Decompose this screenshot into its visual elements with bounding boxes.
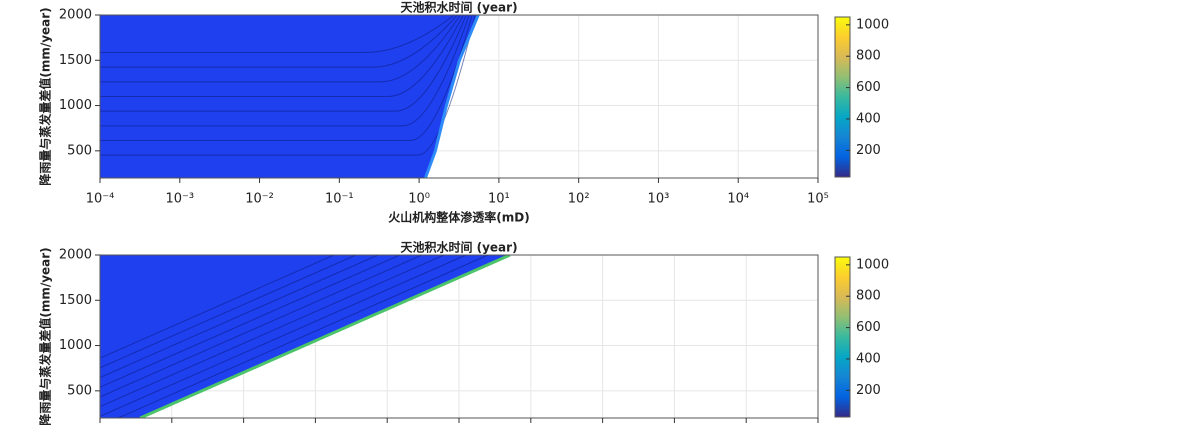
colorbar-tick-label: 600 [856,80,881,95]
colorbar-tick-label: 200 [856,143,881,158]
y-axis-label: 降雨量与蒸发量差值(mm/year) [38,247,53,425]
y-tick-label: 500 [67,383,92,398]
x-tick-label: 10⁻⁴ [86,192,115,207]
chart-title: 天池积水时间 (year) [400,0,517,15]
colorbar-tick-label: 800 [856,289,881,304]
colorbar-tick-label: 1000 [856,17,889,32]
x-tick-label: 10⁻² [245,192,274,207]
x-tick-label: 10⁰ [408,192,430,207]
y-tick-label: 1500 [59,293,92,308]
y-tick-label: 2000 [59,8,92,23]
contour-line [100,15,458,68]
contour-line [100,15,455,53]
y-tick-label: 1500 [59,53,92,68]
colorbar-tick-label: 200 [856,383,881,398]
x-tick-label: 10⁻³ [165,192,194,207]
contour-line [100,255,423,398]
contour-line [100,255,357,369]
y-tick-label: 1000 [59,338,92,353]
colorbar [834,16,851,178]
contour-region [100,255,510,418]
contour-line [100,15,470,127]
colorbar-tick-label: 400 [856,111,881,126]
colorbar-tick-label: 800 [856,49,881,64]
contour-line [100,255,401,388]
contour-line [100,255,445,408]
contour-line [100,255,379,379]
contour-line [100,15,467,112]
contour-line [100,15,461,83]
contour-line [100,255,467,417]
contour-line [100,255,335,359]
contour-line [118,255,489,418]
y-tick-label: 2000 [59,248,92,263]
x-tick-label: 10⁵ [807,192,829,207]
x-tick-label: 10¹ [488,192,510,207]
y-tick-label: 1000 [59,98,92,113]
y-tick-label: 500 [67,143,92,158]
colorbar-tick-label: 600 [856,320,881,335]
x-tick-label: 10² [568,192,590,207]
x-tick-label: 10⁻¹ [325,192,354,207]
colorbar-tick-label: 1000 [856,257,889,272]
y-axis-label: 降雨量与蒸发量差值(mm/year) [38,7,53,185]
x-tick-label: 10⁴ [727,192,749,207]
colorbar-tick-label: 400 [856,351,881,366]
contour-line [100,15,473,142]
contour-edge [424,15,480,178]
contour-edge [139,255,511,418]
contour-group [100,255,511,418]
contour-group [100,15,480,178]
chart-title: 天池积水时间 (year) [400,240,517,255]
x-axis-label: 火山机构整体渗透率(mD) [388,210,529,225]
colorbar [834,256,851,418]
x-tick-label: 10³ [648,192,670,207]
plot-frame [99,14,819,179]
contour-line [100,15,464,97]
